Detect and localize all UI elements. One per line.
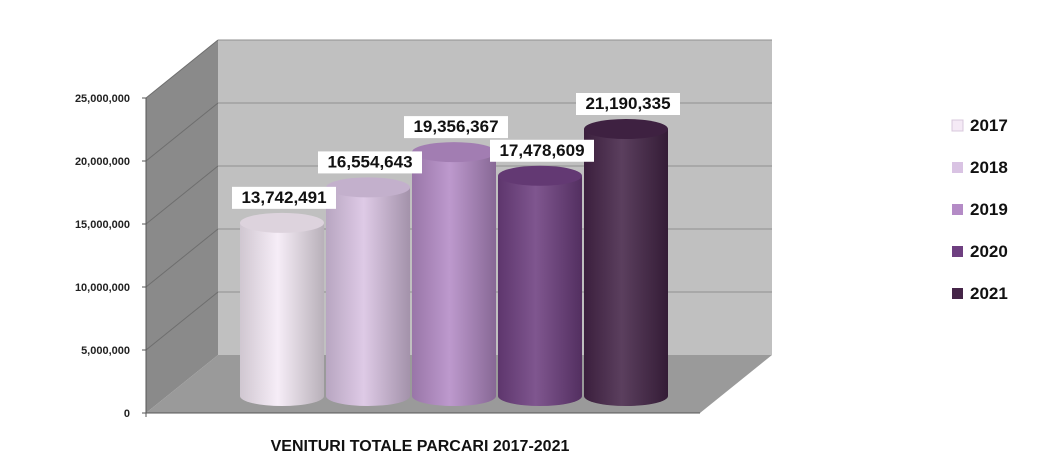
bars xyxy=(240,119,668,407)
legend-label: 2018 xyxy=(970,158,1008,177)
bar-body xyxy=(412,152,496,406)
legend-label: 2019 xyxy=(970,200,1008,219)
bar-2019 xyxy=(412,142,496,406)
gridline-side xyxy=(145,102,219,162)
bar-top xyxy=(498,165,582,186)
data-label: 21,190,335 xyxy=(585,94,670,113)
bar-2018 xyxy=(326,177,410,406)
legend-swatch xyxy=(952,246,963,257)
data-label-bg xyxy=(318,151,422,174)
data-label-2019: 19,356,367 xyxy=(404,116,508,139)
data-label-bg xyxy=(404,116,508,139)
data-label: 17,478,609 xyxy=(499,141,584,160)
y-tick-label: 10,000,000 xyxy=(75,282,130,294)
gridline-side xyxy=(145,39,219,99)
data-labels: 13,742,49116,554,64319,356,36717,478,609… xyxy=(232,93,680,209)
legend-label: 2021 xyxy=(970,284,1008,303)
bar-top xyxy=(412,142,496,163)
y-tick-label: 20,000,000 xyxy=(75,156,130,168)
y-tick-label: 25,000,000 xyxy=(75,93,130,105)
gridline-side xyxy=(145,228,219,288)
legend-swatch xyxy=(952,204,963,215)
legend-swatch xyxy=(952,162,963,173)
gridline-side xyxy=(145,291,219,351)
bar-body xyxy=(498,175,582,406)
bar-top xyxy=(584,119,668,140)
legend-label: 2017 xyxy=(970,116,1008,135)
legend-item-2018: 2018 xyxy=(952,158,1008,177)
legend-item-2019: 2019 xyxy=(952,200,1008,219)
y-tick-label: 5,000,000 xyxy=(81,345,130,357)
data-label-2020: 17,478,609 xyxy=(490,139,594,162)
legend-item-2017: 2017 xyxy=(951,116,1008,135)
bar-2021 xyxy=(584,119,668,407)
x-axis-title: VENITURI TOTALE PARCARI 2017-2021 xyxy=(271,438,570,455)
data-label-2018: 16,554,643 xyxy=(318,151,422,174)
legend-swatch xyxy=(952,288,963,299)
data-label-2017: 13,742,491 xyxy=(232,186,336,209)
legend: 2017 2018 2019 2020 2021 xyxy=(951,116,1008,303)
data-label-bg xyxy=(576,93,680,116)
bar-body xyxy=(326,187,410,406)
bar-top xyxy=(326,177,410,198)
data-label-bg xyxy=(490,139,594,162)
data-label: 16,554,643 xyxy=(327,152,412,171)
y-axis: 0 5,000,000 10,000,000 15,000,000 20,000,000… xyxy=(75,93,700,420)
legend-swatch xyxy=(951,119,964,132)
legend-item-2020: 2020 xyxy=(952,242,1008,261)
bar-top xyxy=(240,212,324,233)
legend-label: 2020 xyxy=(970,242,1008,261)
data-label: 19,356,367 xyxy=(413,117,498,136)
data-label: 13,742,491 xyxy=(241,188,326,207)
bar-body xyxy=(584,129,668,407)
bar-2017 xyxy=(240,212,324,406)
bar-2020 xyxy=(498,165,582,406)
legend-item-2021: 2021 xyxy=(952,284,1008,303)
y-tick-label: 0 xyxy=(124,408,130,420)
data-label-bg xyxy=(232,186,336,209)
side-wall xyxy=(146,40,218,413)
y-tick-label: 15,000,000 xyxy=(75,219,130,231)
bar-body xyxy=(240,222,324,406)
data-label-2021: 21,190,335 xyxy=(576,93,680,116)
gridline-side xyxy=(145,165,219,225)
